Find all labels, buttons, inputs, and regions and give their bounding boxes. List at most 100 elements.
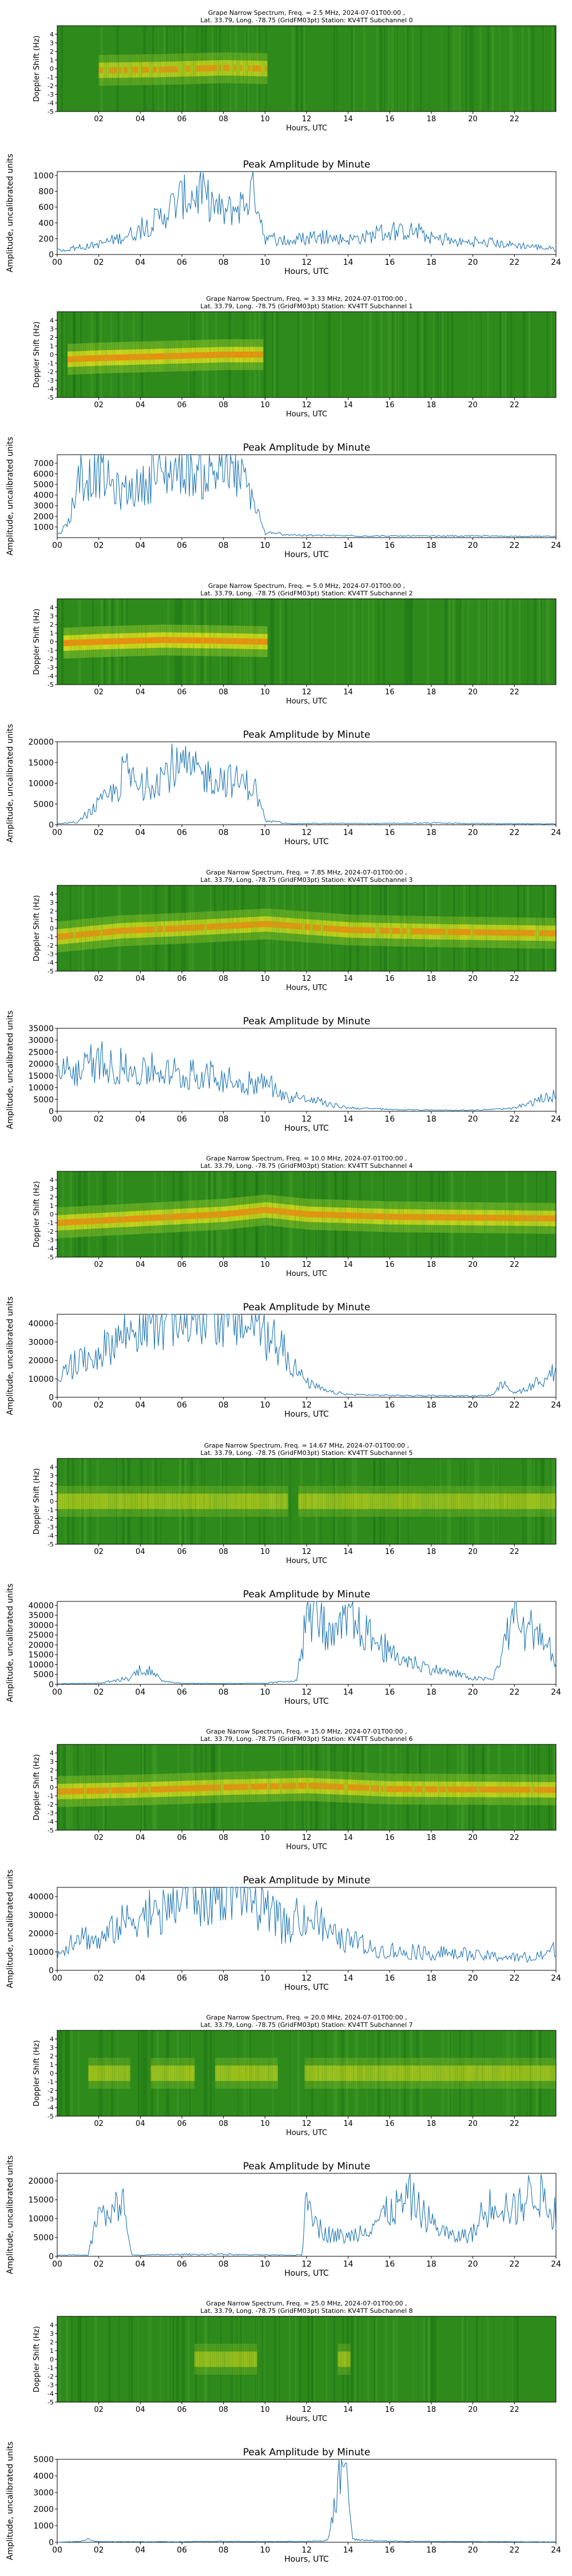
spectrogram-band xyxy=(415,1494,417,1509)
spectrogram-band xyxy=(392,2066,394,2081)
spectrogram-core xyxy=(224,1211,226,1218)
spectrogram-core xyxy=(82,1219,85,1225)
spectrogram-core xyxy=(388,1786,390,1792)
spectrogram-core xyxy=(122,355,124,361)
spectrogram-core xyxy=(163,353,165,360)
spectrogram-core xyxy=(435,1786,438,1792)
spectrogram-core xyxy=(286,1209,288,1215)
x-tick-label: 02 xyxy=(94,1261,104,1269)
y-tick-label: 3 xyxy=(50,1472,54,1480)
x-tick-label: 04 xyxy=(135,828,145,837)
spectrogram-core xyxy=(182,1214,184,1220)
spectrogram-band xyxy=(467,1494,469,1509)
spectrogram-core xyxy=(383,928,386,934)
spectrogram-core xyxy=(90,355,93,361)
spectrogram-core xyxy=(209,65,211,71)
spectrogram-streak xyxy=(61,312,63,397)
spectrogram-core xyxy=(159,926,161,932)
spectrogram-streak xyxy=(499,312,502,397)
spectrogram-streak xyxy=(487,312,488,397)
x-tick-label: 14 xyxy=(343,258,353,267)
spectrogram-core xyxy=(74,1788,76,1795)
y-tick-label: -3 xyxy=(47,1237,54,1244)
y-tick-label: 4 xyxy=(50,1176,54,1184)
spectrogram-band xyxy=(342,1494,344,1509)
spectrogram-streak xyxy=(380,26,382,112)
spectrogram-band xyxy=(369,1494,371,1509)
spectrogram-core xyxy=(113,67,116,73)
spectrogram-streak xyxy=(448,26,450,112)
spectrogram-title-line1: Grape Narrow Spectrum, Freq. = 14.67 MHz… xyxy=(204,1442,409,1449)
spectrogram-core xyxy=(259,66,261,72)
x-tick-label: 22 xyxy=(509,1401,519,1410)
spectrogram-core xyxy=(265,921,267,927)
spectrogram-streak xyxy=(392,312,393,397)
x-tick-label: 04 xyxy=(135,541,145,550)
spectrogram-core xyxy=(411,1786,413,1792)
spectrogram-core xyxy=(124,1217,126,1223)
x-tick-label: 08 xyxy=(219,258,229,267)
spectrogram-band xyxy=(225,2066,228,2081)
x-tick-label: 16 xyxy=(385,975,395,983)
spectrogram-core xyxy=(205,1785,207,1791)
spectrogram-band xyxy=(176,2066,178,2081)
spectrogram-core xyxy=(225,1211,228,1217)
spectrogram-core xyxy=(427,1214,430,1221)
x-tick-label: 20 xyxy=(468,1261,478,1269)
spectrogram-streak xyxy=(390,312,391,397)
spectrogram-streak xyxy=(290,2030,291,2116)
spectrogram-band xyxy=(161,2066,164,2081)
spectrogram-core xyxy=(277,922,280,928)
spectrogram-core xyxy=(325,925,328,932)
spectrogram-band xyxy=(253,2066,255,2081)
spectrogram-streak xyxy=(348,599,350,685)
x-tick-label: 02 xyxy=(94,1834,104,1842)
y-tick-label: -2 xyxy=(47,655,54,663)
x-tick-label: 24 xyxy=(551,1401,561,1410)
spectrogram-streak xyxy=(312,312,315,397)
spectrogram-core xyxy=(311,1783,313,1789)
x-tick-label: 06 xyxy=(177,258,187,267)
y-tick-label: 30000 xyxy=(28,1338,54,1347)
spectrogram-core xyxy=(224,1784,226,1791)
x-tick-label: 08 xyxy=(219,1115,229,1124)
spectrogram-core xyxy=(151,637,153,643)
spectrogram-core xyxy=(346,927,348,933)
spectrogram-band xyxy=(105,62,108,78)
x-tick-label: 18 xyxy=(427,688,436,697)
spectrogram-core xyxy=(542,1215,544,1222)
y-tick-label: -1 xyxy=(47,1506,54,1514)
spectrogram-streak xyxy=(505,312,507,397)
spectrogram-core xyxy=(332,1212,334,1218)
spectrogram-band xyxy=(446,1494,448,1509)
spectrogram-core xyxy=(130,1216,132,1222)
spectrogram-core xyxy=(281,1783,284,1790)
spectrogram-core xyxy=(269,921,272,928)
spectrogram-band xyxy=(251,2066,253,2081)
spectrogram-core xyxy=(338,926,340,932)
spectrogram-core xyxy=(113,928,116,935)
spectrogram-core xyxy=(136,67,138,73)
spectrogram-streak xyxy=(551,26,554,112)
spectrogram-band xyxy=(128,1494,130,1509)
spectrogram-band xyxy=(173,2066,176,2081)
y-tick-label: -3 xyxy=(47,377,54,384)
spectrogram-band xyxy=(529,1494,531,1509)
spectrogram-band xyxy=(271,1494,273,1509)
spectrogram-4: Grape Narrow Spectrum, Freq. = 5.0 MHz, … xyxy=(33,582,556,706)
spectrogram-core xyxy=(182,925,184,932)
spectrogram-core xyxy=(286,923,288,929)
spectrogram-core xyxy=(149,927,151,933)
spectrogram-core xyxy=(225,638,228,644)
x-tick-label: 18 xyxy=(426,541,436,550)
x-axis-label: Hours, UTC xyxy=(284,1124,329,1133)
plot-title: Peak Amplitude by Minute xyxy=(243,159,371,170)
spectrogram-core xyxy=(300,924,303,930)
x-tick-label: 00 xyxy=(52,828,62,837)
plot-frame xyxy=(57,1601,556,1684)
y-tick-label: 3 xyxy=(50,1758,54,1766)
spectrogram-14: Grape Narrow Spectrum, Freq. = 20.0 MHz,… xyxy=(33,2014,557,2137)
spectrogram-core xyxy=(496,1215,498,1221)
x-tick-label: 20 xyxy=(468,258,478,267)
y-tick-label: 0 xyxy=(50,351,54,359)
